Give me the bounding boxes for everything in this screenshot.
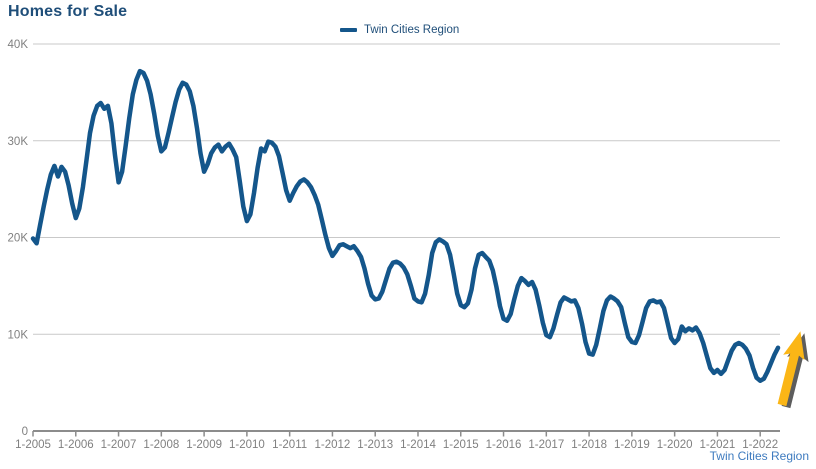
x-tick-label: 1-2012 bbox=[315, 439, 351, 451]
y-tick-label: 30K bbox=[8, 136, 29, 148]
x-tick-label: 1-2006 bbox=[58, 439, 94, 451]
up-arrow-annotation-icon bbox=[777, 331, 805, 407]
legend-line-swatch bbox=[340, 28, 357, 32]
page-title: Homes for Sale bbox=[8, 3, 128, 20]
y-tick-label: 10K bbox=[8, 329, 29, 341]
x-tick-label: 1-2010 bbox=[229, 439, 265, 451]
series-line-twin-cities-region bbox=[30, 68, 781, 383]
x-tick-label: 1-2020 bbox=[657, 439, 693, 451]
y-tick-label: 20K bbox=[8, 233, 29, 245]
legend: Twin Cities Region bbox=[340, 24, 459, 36]
x-tick-label: 1-2005 bbox=[15, 439, 51, 451]
x-tick-label: 1-2022 bbox=[742, 439, 778, 451]
x-tick-label: 1-2013 bbox=[357, 439, 393, 451]
x-tick-label: 1-2016 bbox=[486, 439, 522, 451]
y-tick-label: 40K bbox=[8, 39, 29, 51]
x-tick-label: 1-2011 bbox=[272, 439, 307, 451]
x-tick-label: 1-2017 bbox=[528, 439, 564, 451]
x-tick-label: 1-2008 bbox=[143, 439, 179, 451]
x-tick-label: 1-2009 bbox=[186, 439, 222, 451]
series-footer-link[interactable]: Twin Cities Region bbox=[709, 449, 809, 463]
x-tick-label: 1-2019 bbox=[614, 439, 650, 451]
x-tick-label: 1-2014 bbox=[400, 439, 436, 451]
x-tick-label: 1-2021 bbox=[700, 439, 736, 451]
x-tick-label: 1-2007 bbox=[101, 439, 137, 451]
legend-label: Twin Cities Region bbox=[364, 24, 460, 36]
x-tick-label: 1-2015 bbox=[443, 439, 479, 451]
y-tick-label: 0 bbox=[22, 426, 28, 438]
x-tick-label: 1-2018 bbox=[571, 439, 607, 451]
